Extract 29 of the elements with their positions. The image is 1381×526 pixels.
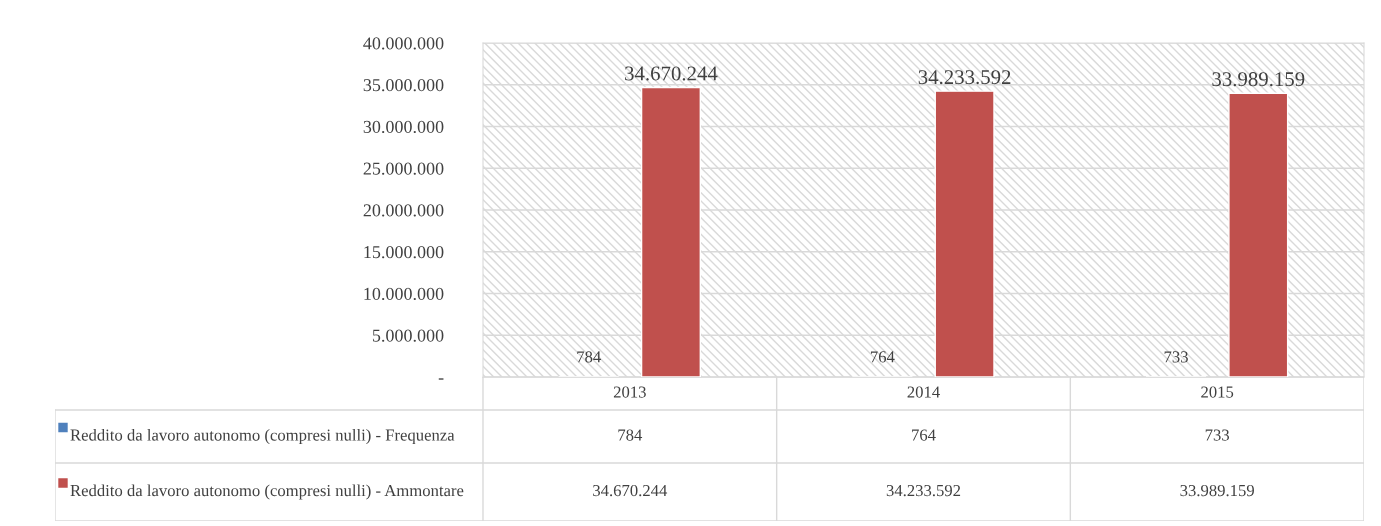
text: 733 [1164,351,1188,363]
y-tick-label: 10.000.000 [364,287,444,301]
y-tick-label: 40.000.000 [363,37,444,50]
text: 34.233.592 [918,70,1011,85]
legend-label: Reddito da lavoro autonomo (compresi nulli) - Ammontare [70,484,464,500]
x-tick-label: 2014 [907,386,940,398]
text: 33.989.159 [1212,72,1305,87]
legend-label: Reddito da lavoro autonomo (compresi nulli) - Frequenza [70,428,455,445]
y-tick-label: 25.000.000 [363,162,444,175]
bar [640,86,702,377]
text: 764 [870,351,895,363]
bar [934,90,995,377]
y-tick-label: - [438,378,444,380]
text: 34.233.592 [886,484,961,497]
text: 34.670.244 [625,66,718,81]
x-tick-label: 2013 [613,386,646,398]
text: 733 [1205,429,1230,441]
y-tick-label: 15.000.000 [364,246,444,259]
text: 34.670.244 [593,484,668,497]
bar [1228,92,1289,377]
text: 784 [618,429,643,441]
y-tick-label: 30.000.000 [363,120,444,134]
y-tick-label: 5.000.000 [372,329,444,342]
x-tick-label: 2015 [1201,386,1234,398]
text: 764 [912,429,936,441]
text: 784 [577,351,601,363]
y-tick-label: 35.000.000 [363,79,444,92]
text: 33.989.159 [1180,484,1254,497]
y-tick-label: 20.000.000 [363,204,444,217]
